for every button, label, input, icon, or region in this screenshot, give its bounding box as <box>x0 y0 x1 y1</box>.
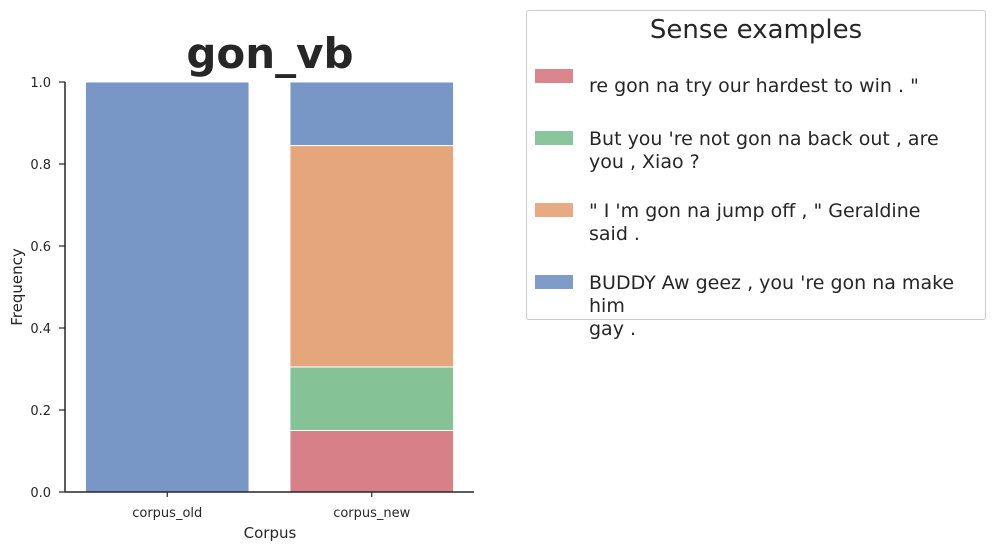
bar-corpus_old-series-4 <box>84 81 250 493</box>
y-tick-label: 0.4 <box>30 322 51 337</box>
x-axis-title: Corpus <box>244 524 297 542</box>
x-ticks-group: corpus_old corpus_new <box>132 492 411 521</box>
legend-label: BUDDY Aw geez , you 're gon na make him … <box>589 272 955 340</box>
legend-swatch <box>535 275 573 289</box>
y-tick-label: 0.8 <box>30 158 51 173</box>
legend-swatch <box>535 69 573 83</box>
bars-group <box>84 81 455 493</box>
legend-swatch <box>535 131 573 145</box>
y-tick-label: 1.0 <box>30 76 51 91</box>
bar-corpus_new-series-4 <box>289 81 455 147</box>
chart-title: gon_vb <box>186 29 353 78</box>
legend-label: " I 'm gon na jump off , " Geraldine sai… <box>589 200 921 245</box>
x-tick-label: corpus_old <box>132 506 202 521</box>
y-ticks-group: 0.0 0.2 0.4 0.6 0.8 1.0 <box>30 76 65 501</box>
legend-label: But you 're not gon na back out , are yo… <box>589 128 939 173</box>
y-tick-label: 0.0 <box>30 486 51 501</box>
bar-corpus_new-series-3 <box>289 145 455 368</box>
legend-swatch <box>535 203 573 217</box>
bar-corpus_new-series-2 <box>289 366 455 432</box>
y-axis-title: Frequency <box>8 248 26 326</box>
legend-title: Sense examples <box>649 15 863 45</box>
y-tick-label: 0.6 <box>30 240 51 255</box>
bar-corpus_new-series-1 <box>289 430 455 493</box>
legend: Sense examples re gon na try our hardest… <box>526 10 986 340</box>
x-tick-label: corpus_new <box>333 506 410 521</box>
y-tick-label: 0.2 <box>30 404 51 419</box>
legend-label: re gon na try our hardest to win . " <box>589 75 919 97</box>
